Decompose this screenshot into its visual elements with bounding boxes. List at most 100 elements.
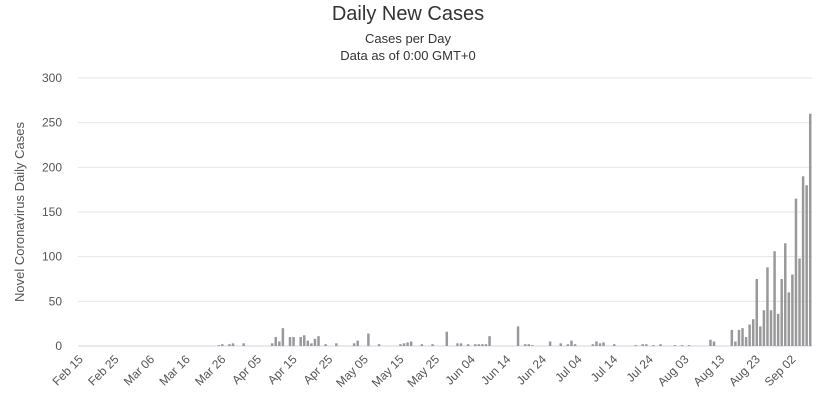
chart-title: Daily New Cases: [332, 3, 484, 25]
x-tick-label: Sep 02: [762, 352, 799, 389]
bar: [573, 344, 577, 346]
bar: [780, 279, 783, 346]
bar: [217, 345, 220, 346]
bar: [477, 344, 481, 346]
bar: [766, 267, 769, 346]
bar: [602, 342, 605, 346]
bar: [306, 340, 310, 346]
x-tick-label: Mar 06: [121, 352, 158, 389]
bar: [548, 341, 552, 346]
bar: [680, 345, 684, 346]
bar: [228, 344, 231, 346]
bar: [591, 344, 595, 346]
bar: [755, 279, 759, 346]
bar: [598, 343, 602, 346]
bar: [595, 341, 598, 346]
bar: [784, 243, 787, 346]
x-tick-label: Feb 15: [50, 352, 87, 389]
y-tick-label: 150: [42, 205, 62, 219]
bar: [281, 328, 285, 346]
bar: [274, 337, 277, 346]
bar: [313, 338, 317, 346]
x-tick-label: Jul 24: [623, 352, 656, 385]
bar: [352, 343, 356, 346]
bar: [516, 326, 520, 346]
y-tick-label: 50: [49, 294, 63, 308]
bar: [335, 343, 338, 346]
bar: [570, 340, 573, 346]
x-tick-label: Aug 23: [726, 352, 763, 389]
bar: [751, 319, 755, 346]
bar: [559, 343, 563, 346]
x-tick-label: Mar 26: [192, 352, 229, 389]
bar: [406, 342, 409, 346]
y-axis-label: Novel Coronavirus Daily Cases: [12, 122, 27, 302]
bar: [420, 344, 424, 346]
x-tick-label: Mar 16: [156, 352, 193, 389]
bar: [776, 313, 780, 346]
bar: [791, 274, 794, 346]
bar: [652, 345, 655, 346]
x-tick-label: Jul 04: [552, 352, 585, 385]
bar: [488, 336, 491, 346]
y-tick-label: 250: [42, 116, 62, 130]
bar: [730, 329, 734, 346]
x-tick-label: Apr 05: [229, 352, 264, 387]
bar: [673, 345, 677, 346]
chart-subtitle: Data as of 0:00 GMT+0: [340, 48, 475, 63]
bar: [456, 343, 459, 346]
chart-subtitle: Cases per Day: [365, 31, 451, 46]
x-tick-label: Apr 25: [300, 352, 335, 387]
y-tick-label: 100: [42, 250, 62, 264]
bar: [634, 345, 637, 346]
bar: [762, 310, 766, 346]
bar: [242, 343, 245, 346]
bar: [288, 337, 292, 346]
bar: [773, 251, 776, 346]
bar: [808, 113, 812, 346]
bar: [409, 341, 413, 346]
bar: [481, 344, 484, 346]
bar: [459, 343, 463, 346]
bar: [445, 331, 449, 346]
bar: [484, 344, 488, 346]
bar: [523, 344, 527, 346]
bar: [399, 344, 402, 346]
bar: [712, 341, 716, 346]
bar: [687, 345, 691, 346]
bar: [278, 341, 281, 346]
bar: [231, 343, 235, 346]
y-tick-label: 300: [42, 71, 62, 85]
bar: [805, 185, 808, 346]
bar: [759, 326, 762, 346]
bar: [310, 343, 313, 346]
x-tick-label: Jul 14: [588, 352, 621, 385]
bar: [221, 344, 224, 346]
x-tick-label: Jun 24: [514, 352, 550, 388]
bar: [299, 337, 302, 346]
x-tick-label: Jun 04: [442, 352, 478, 388]
bar: [645, 344, 648, 346]
x-tick-label: Feb 25: [85, 352, 122, 389]
bar: [317, 336, 320, 346]
bar: [402, 343, 406, 346]
x-tick-label: May 05: [333, 352, 371, 390]
bar: [270, 343, 274, 346]
bar: [474, 344, 477, 346]
bar: [744, 337, 748, 346]
bar: [292, 337, 295, 346]
bar: [324, 344, 327, 346]
bar: [659, 344, 662, 346]
bar: [769, 310, 773, 346]
bar: [741, 328, 744, 346]
bar: [431, 344, 434, 346]
x-tick-label: Aug 13: [690, 352, 727, 389]
bar: [356, 340, 359, 346]
bar: [737, 329, 741, 346]
bar: [527, 344, 530, 346]
bar: [566, 344, 570, 346]
bar: [531, 345, 534, 346]
bar: [466, 344, 470, 346]
bar: [748, 324, 751, 346]
